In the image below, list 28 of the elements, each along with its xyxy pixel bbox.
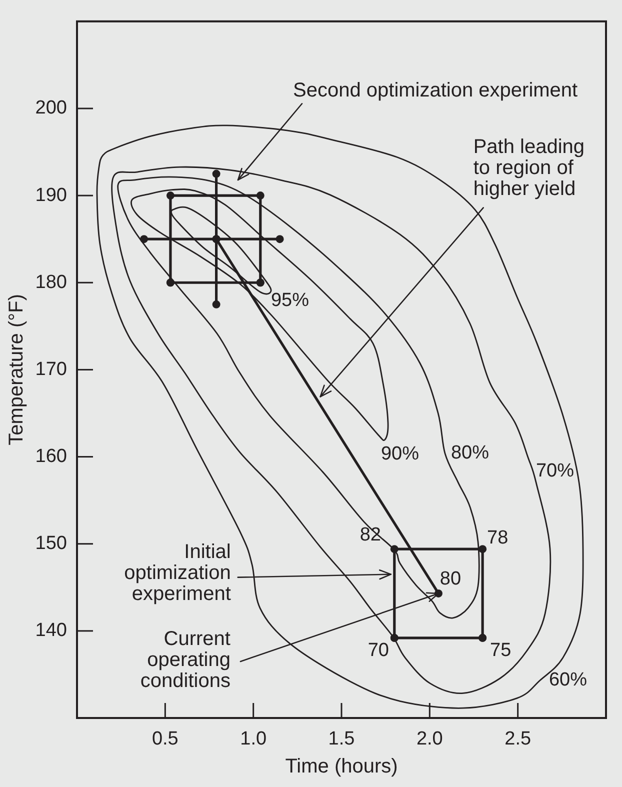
x-tick-label: 1.0 (240, 728, 267, 750)
annotation: 95% (270, 290, 310, 312)
y-tick-label: 200 (35, 98, 67, 119)
x-axis-title: Time (hours) (285, 756, 398, 778)
y-tick-label: 170 (35, 358, 67, 380)
annotation: Current operating conditions (140, 628, 231, 692)
annotation: 70 (368, 640, 389, 662)
x-tick-label: 2.0 (416, 728, 443, 750)
annotation: 90% (380, 444, 420, 465)
annotation: Second optimization experiment (293, 79, 578, 102)
x-tick-label: 1.5 (328, 728, 355, 750)
annotation: 75 (490, 640, 512, 662)
annotation: 82 (360, 524, 381, 546)
y-tick-label: 180 (35, 272, 67, 293)
annotation: Initial optimization experiment (124, 540, 232, 605)
annotation: 80 (440, 568, 462, 590)
y-axis-title: Temperature (°F) (6, 294, 28, 446)
x-tick-label: 2.5 (504, 728, 532, 750)
annotation: 78 (486, 527, 508, 548)
annotation: 70% (536, 460, 574, 482)
y-tick-label: 150 (35, 533, 67, 554)
y-tick-label: 140 (35, 620, 67, 642)
x-tick-label: 0.5 (152, 728, 178, 750)
annotation: Path leading to region of higher yield (473, 136, 585, 200)
annotation: 80% (450, 442, 490, 464)
y-tick-label: 190 (35, 184, 67, 206)
annotation: 60% (548, 670, 588, 691)
y-tick-label: 160 (35, 446, 67, 468)
